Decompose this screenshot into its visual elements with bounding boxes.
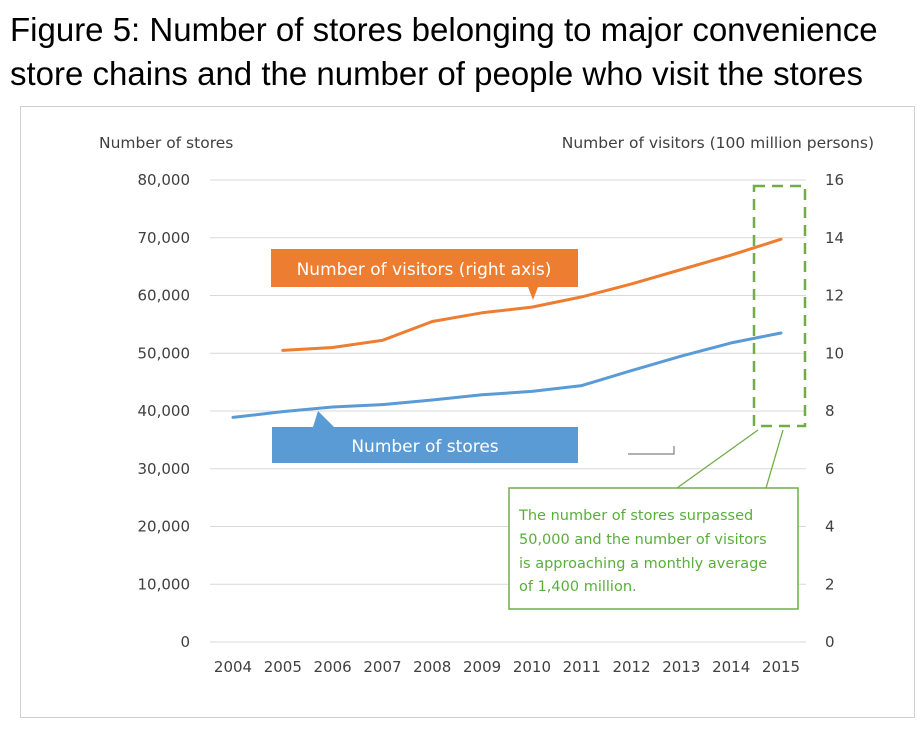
visitors-callout-box [271,249,578,287]
right-tick-label: 16 [825,171,844,189]
right-tick-label: 0 [825,633,835,651]
right-tick-label: 6 [825,460,835,478]
visitors-callout-pointer [528,287,538,300]
x-tick-label: 2004 [214,658,252,676]
right-tick-label: 2 [825,575,835,593]
left-tick-label: 40,000 [138,402,191,420]
left-tick-label: 0 [180,633,190,651]
left-tick-label: 30,000 [138,460,191,478]
annotation-line-3: is approaching a monthly average [519,556,767,572]
x-tick-label: 2010 [513,658,551,676]
annotation-line-2: 50,000 and the number of visitors [519,532,767,548]
x-tick-label: 2013 [662,658,700,676]
x-tick-label: 2007 [363,658,401,676]
figure-title-line-1: Figure 5: Number of stores belonging to … [10,11,878,48]
series-line-stores [231,331,783,419]
annotation-leader-left [676,429,759,489]
annotation-line-1: The number of stores surpassed [518,508,753,524]
x-tick-label: 2011 [563,658,601,676]
figure-title: Figure 5: Number of stores belonging to … [10,8,910,96]
right-tick-label: 4 [825,518,835,536]
right-tick-label: 8 [825,402,835,420]
figure-title-line-2: store chains and the number of people wh… [10,55,863,92]
x-axis-ticks: 2004 2005 2006 2007 2008 2009 2010 2011 2012 2013… [214,658,800,676]
x-tick-label: 2006 [314,658,352,676]
right-tick-label: 12 [825,287,844,305]
left-tick-label: 60,000 [138,287,191,305]
highlight-dashed-box [752,184,807,428]
stores-callout-pointer [313,411,334,427]
left-tick-label: 10,000 [138,575,191,593]
right-tick-label: 14 [825,229,844,247]
x-tick-label: 2009 [463,658,501,676]
series-lines [231,237,783,419]
stores-callout-box [272,427,578,463]
annotation-leader-right [765,429,784,489]
stores-callout-label: Number of stores [351,437,498,457]
right-tick-label: 10 [825,344,844,362]
x-tick-label: 2008 [413,658,451,676]
left-axis-title: Number of stores [99,134,233,152]
right-axis-ticks: 0 2 4 6 8 10 12 14 16 [825,171,844,651]
right-axis-title: Number of visitors (100 million persons) [562,134,874,152]
chart-frame [20,106,915,718]
left-axis-ticks: 0 10,000 20,000 30,000 40,000 50,000 60,000 70,… [138,171,191,651]
visitors-callout-label: Number of visitors (right axis) [297,260,552,280]
stray-mark [628,446,675,455]
x-tick-label: 2012 [612,658,650,676]
x-tick-label: 2015 [762,658,800,676]
annotation-line-4: of 1,400 million. [519,579,637,595]
x-tick-label: 2005 [264,658,302,676]
left-tick-label: 20,000 [138,518,191,536]
annotation-box [508,487,799,610]
x-tick-label: 2014 [712,658,750,676]
left-tick-label: 80,000 [138,171,191,189]
left-tick-label: 70,000 [138,229,191,247]
left-tick-label: 50,000 [138,344,191,362]
